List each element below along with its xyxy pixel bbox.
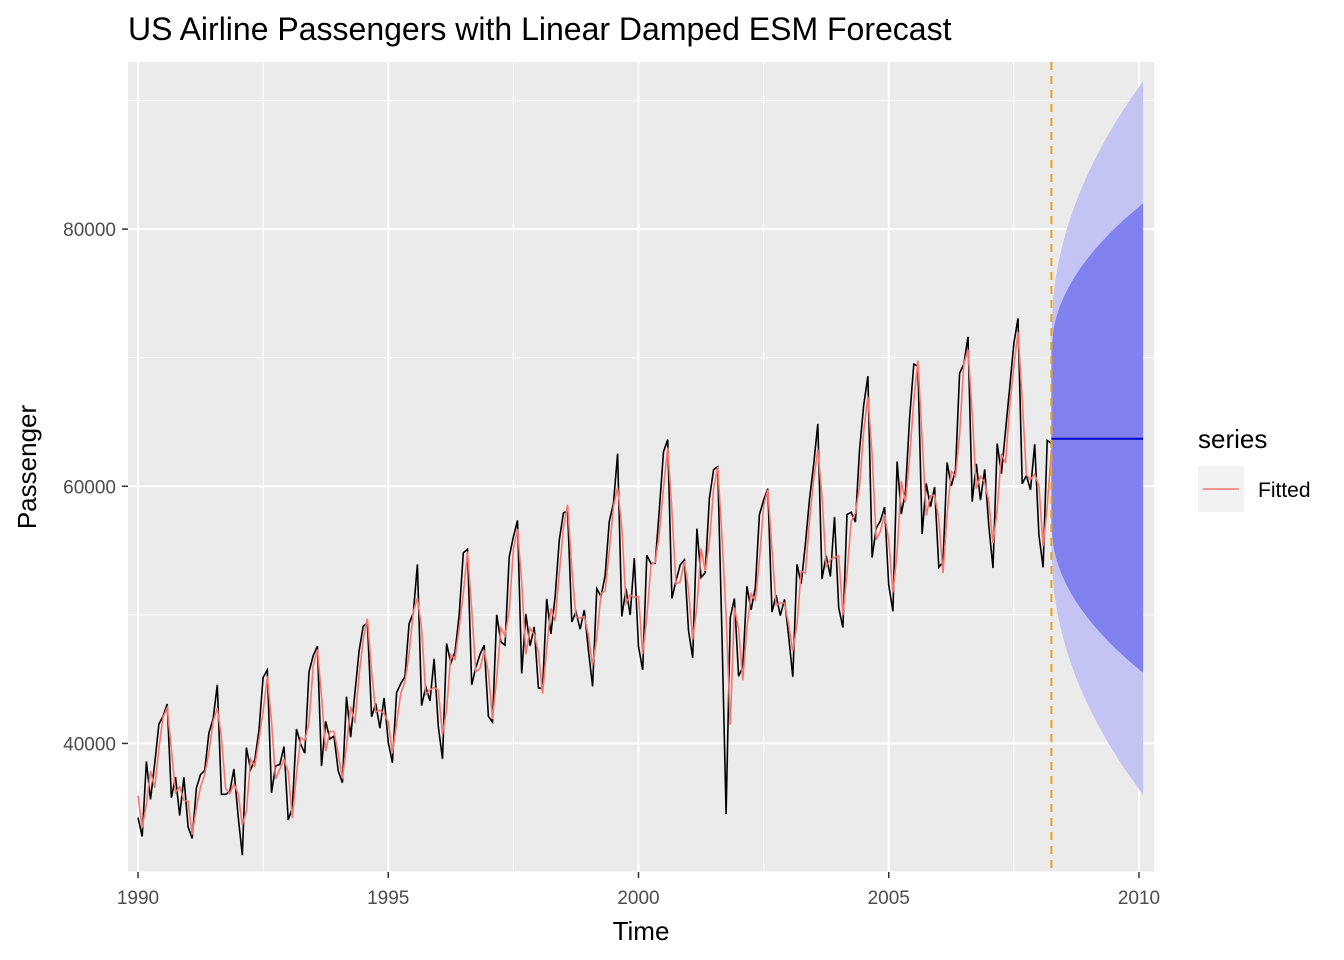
x-tick-label: 2005	[868, 888, 910, 909]
x-tick-label: 1990	[117, 888, 159, 909]
y-tick-label: 60000	[63, 477, 116, 498]
fitted-series-line	[137, 332, 1053, 836]
x-tick-label: 2000	[617, 888, 659, 909]
actual-series-line	[137, 318, 1052, 856]
x-tick-label: 1995	[367, 888, 409, 909]
y-tick-label: 80000	[63, 220, 116, 241]
x-tick-label: 2010	[1118, 888, 1160, 909]
legend: series Fitted	[1198, 424, 1311, 512]
x-axis-ticks: 1990 1995 2000 2005 2010	[117, 872, 1160, 909]
y-tick-label: 40000	[63, 734, 116, 755]
minor-gridlines	[128, 62, 1154, 873]
y-axis-ticks: 40000 60000 80000	[63, 220, 128, 755]
y-axis-title: Passenger	[12, 405, 42, 530]
legend-title: series	[1198, 424, 1267, 454]
chart-title: US Airline Passengers with Linear Damped…	[128, 11, 952, 47]
legend-label-fitted: Fitted	[1258, 479, 1311, 502]
x-axis-title: Time	[613, 916, 670, 946]
